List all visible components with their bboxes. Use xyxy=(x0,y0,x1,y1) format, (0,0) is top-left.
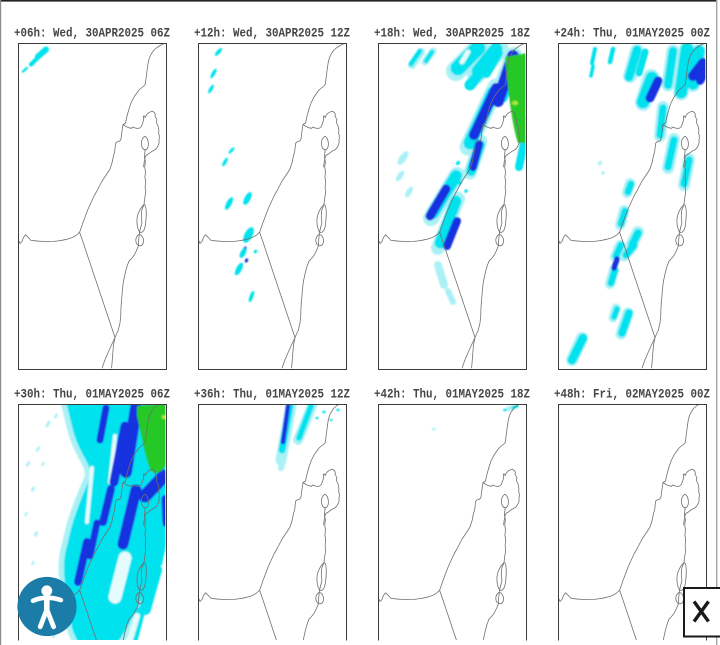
svg-text:+42h: Thu, 01MAY2025 18Z: +42h: Thu, 01MAY2025 18Z xyxy=(374,388,530,402)
svg-text:+48h: Fri, 02MAY2025 00Z: +48h: Fri, 02MAY2025 00Z xyxy=(554,388,710,402)
svg-text:+06h: Wed, 30APR2025 06Z: +06h: Wed, 30APR2025 06Z xyxy=(14,27,170,41)
svg-text:+36h: Thu, 01MAY2025 12Z: +36h: Thu, 01MAY2025 12Z xyxy=(194,388,350,402)
svg-text:+12h: Wed, 30APR2025 12Z: +12h: Wed, 30APR2025 12Z xyxy=(194,27,350,41)
svg-text:+30h: Thu, 01MAY2025 06Z: +30h: Thu, 01MAY2025 06Z xyxy=(14,388,170,402)
svg-text:+18h: Wed, 30APR2025 18Z: +18h: Wed, 30APR2025 18Z xyxy=(374,27,530,41)
svg-text:+24h: Thu, 01MAY2025 00Z: +24h: Thu, 01MAY2025 00Z xyxy=(554,27,710,41)
